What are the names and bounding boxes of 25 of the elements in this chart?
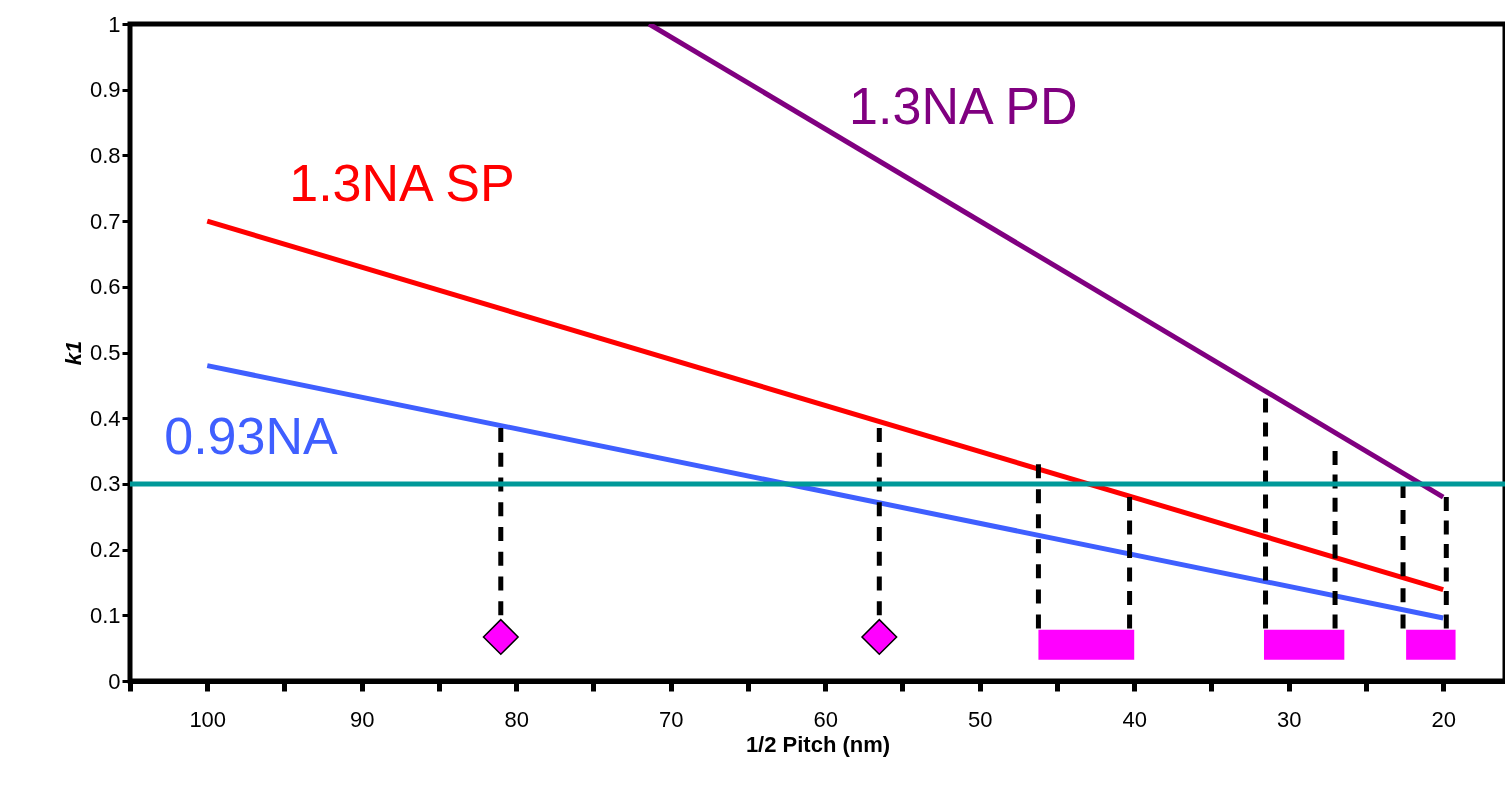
x-tick-label: 60 <box>813 706 838 732</box>
series-label: 1.3NA SP <box>289 154 515 213</box>
series-label: 0.93NA <box>164 406 339 465</box>
x-tick-label: 80 <box>504 706 529 732</box>
x-tick-label: 70 <box>658 706 684 732</box>
x-tick-label: 100 <box>189 706 227 732</box>
y-tick-label: 0.2 <box>89 537 121 563</box>
x-tick-label: 50 <box>967 706 993 732</box>
y-tick-label: 0.9 <box>89 77 121 103</box>
y-tick-label: 0 <box>108 668 121 694</box>
y-axis-title: k1 <box>60 340 86 366</box>
x-axis-title: 1/2 Pitch (nm) <box>745 731 891 757</box>
x-tick-label: 40 <box>1122 706 1147 732</box>
y-tick-label: 0.4 <box>89 405 121 431</box>
y-tick-label: 0.7 <box>89 208 121 234</box>
x-tick-label: 30 <box>1276 706 1302 732</box>
y-tick-label: 0.5 <box>89 340 121 365</box>
y-tick-label: 0.8 <box>89 142 121 168</box>
x-tick-label: 20 <box>1431 706 1456 732</box>
x-tick-label: 90 <box>350 706 375 732</box>
y-tick-label: 0.3 <box>89 471 121 497</box>
y-tick-label: 0.1 <box>89 602 121 628</box>
y-tick-label: 0.6 <box>89 274 121 300</box>
y-tick-label: 1 <box>108 11 121 37</box>
series-label: 1.3NA PD <box>849 77 1078 135</box>
